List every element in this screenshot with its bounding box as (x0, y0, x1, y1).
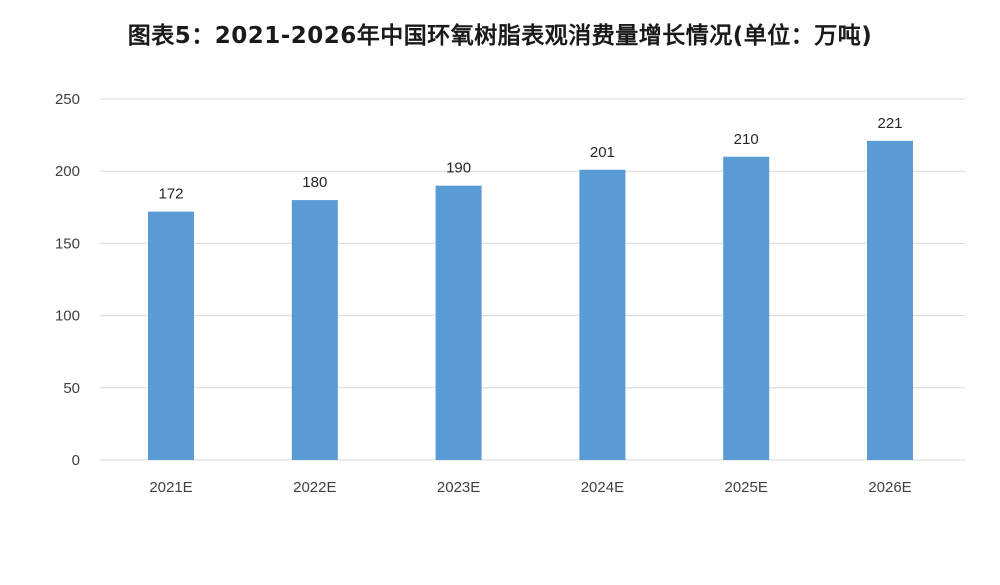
bar (291, 200, 338, 460)
bar (579, 169, 626, 461)
bar (435, 185, 482, 460)
y-tick-label: 150 (55, 235, 80, 252)
y-tick-label: 100 (55, 308, 80, 325)
x-tick-label: 2024E (581, 479, 624, 496)
x-tick-label: 2026E (868, 479, 911, 496)
y-tick-label: 0 (72, 452, 80, 469)
data-label: 201 (590, 144, 615, 161)
data-label: 221 (877, 115, 902, 132)
y-tick-label: 200 (55, 163, 80, 180)
bar (148, 211, 194, 460)
x-tick-label: 2025E (725, 479, 768, 496)
data-label: 180 (302, 174, 327, 191)
x-tick-label: 2023E (437, 479, 480, 496)
data-label: 190 (446, 160, 471, 177)
data-label: 210 (734, 131, 759, 148)
bar (867, 140, 913, 460)
y-tick-label: 250 (55, 91, 80, 108)
x-tick-label: 2021E (149, 479, 192, 496)
bar (723, 156, 770, 460)
data-label: 172 (158, 186, 183, 203)
x-tick-label: 2022E (293, 479, 336, 496)
chart-title: 图表5：2021-2026年中国环氧树脂表观消费量增长情况(单位：万吨) (127, 23, 873, 49)
y-tick-label: 50 (63, 380, 80, 397)
